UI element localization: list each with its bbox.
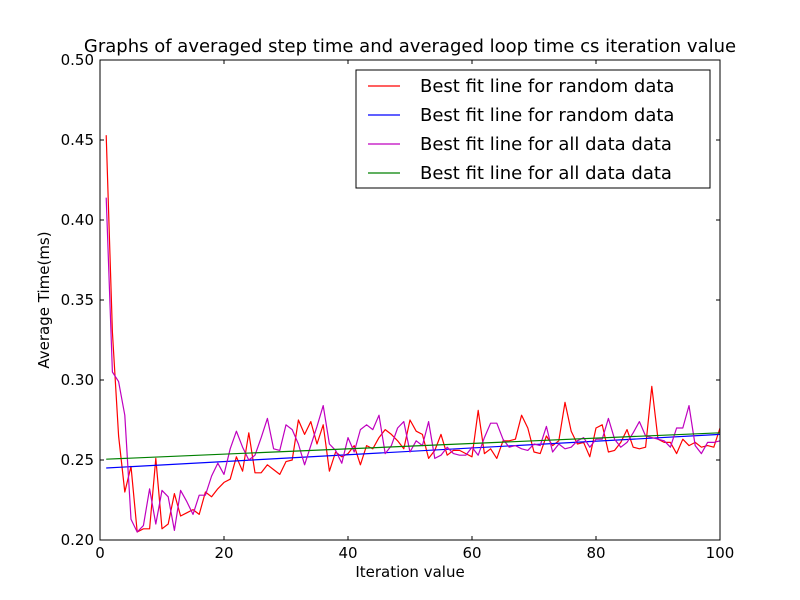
x-tick-label: 100: [706, 544, 735, 562]
series-line-all-fit: [106, 432, 721, 460]
legend-label-all-fit: Best fit line for all data data: [420, 163, 672, 184]
legend-label-all-data: Best fit line for all data data: [420, 134, 672, 155]
tick-layer: 0 20 40 60 80 100 0.20 0.25 0.30 0.35 0.40 0.45 0.50: [61, 51, 735, 562]
series-line-random-fit: [106, 433, 721, 469]
y-tick-label: 0.20: [61, 531, 94, 549]
series-layer: [105, 135, 721, 533]
y-tick-label: 0.25: [61, 451, 94, 469]
x-tick-label: 40: [338, 544, 357, 562]
legend: Best fit line for random data Best fit l…: [355, 69, 711, 189]
x-axis-label: Iteration value: [355, 563, 464, 581]
y-tick-label: 0.50: [61, 51, 94, 69]
y-tick-label: 0.35: [61, 291, 94, 309]
y-axis-label: Average Time(ms): [35, 231, 53, 368]
legend-label-random-fit: Best fit line for random data: [420, 105, 674, 126]
legend-label-random-data: Best fit line for random data: [420, 76, 674, 97]
x-tick-label: 60: [462, 544, 481, 562]
chart-title: Graphs of averaged step time and average…: [84, 36, 736, 57]
x-tick-label: 20: [214, 544, 233, 562]
y-tick-label: 0.30: [61, 371, 94, 389]
y-tick-label: 0.40: [61, 211, 94, 229]
legend-box: [355, 69, 711, 189]
x-tick-label: 0: [95, 544, 105, 562]
x-tick-label: 80: [586, 544, 605, 562]
series-line-random-data: [105, 135, 721, 533]
y-tick-label: 0.45: [61, 131, 94, 149]
